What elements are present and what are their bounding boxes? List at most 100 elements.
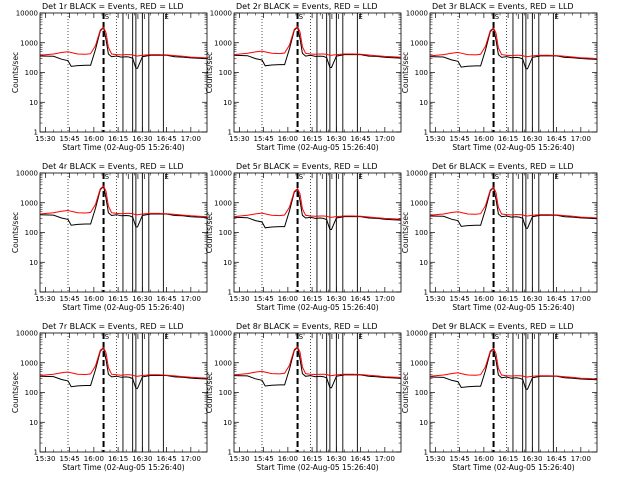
x-tick-label: 16:45: [157, 135, 177, 143]
top-marker-glyph: S: [495, 13, 500, 21]
y-tick-label: 10: [419, 99, 428, 107]
y-tick-label: 10: [419, 419, 428, 427]
detector-panel-7: Det 7r BLACK = Events, RED = LLD 1 10 100 10…: [11, 322, 208, 472]
x-tick-label: 16:00: [278, 455, 298, 463]
x-axis-label: Start Time (02-Aug-05 15:26:40): [62, 303, 184, 312]
top-marker-glyph: E: [358, 173, 362, 181]
y-tick-label: 1: [228, 129, 232, 137]
x-tick-label: 16:45: [547, 295, 567, 303]
plot-frame: [429, 172, 598, 293]
panel-title: Det 8r BLACK = Events, RED = LLD: [236, 322, 378, 331]
x-tick-label: 16:00: [84, 455, 104, 463]
top-marker-glyph: E: [164, 333, 168, 341]
panel-title: Det 3r BLACK = Events, RED = LLD: [432, 2, 574, 11]
y-axis-label: Counts/sec: [401, 372, 410, 413]
x-tick-label: 15:45: [60, 295, 80, 303]
x-tick-label: 15:30: [35, 135, 55, 143]
y-tick-label: 1: [34, 449, 38, 457]
top-marker-glyph: E: [554, 13, 558, 21]
y-tick-label: 10: [29, 259, 38, 267]
top-marker-glyph: S: [495, 173, 500, 181]
x-tick-label: 16:45: [351, 135, 371, 143]
top-marker-glyph: E: [164, 173, 168, 181]
x-axis-label: Start Time (02-Aug-05 15:26:40): [452, 463, 574, 472]
top-marker-glyph: I: [533, 13, 535, 21]
x-tick-label: 16:00: [474, 135, 494, 143]
x-tick-label: 16:00: [84, 295, 104, 303]
x-tick-label: 17:00: [181, 135, 201, 143]
y-tick-label: 100: [415, 389, 428, 397]
x-tick-label: 15:30: [229, 295, 249, 303]
x-tick-label: 15:30: [425, 135, 445, 143]
y-tick-label: 100: [25, 69, 38, 77]
top-marker-glyph: I: [331, 13, 333, 21]
x-tick-label: 16:45: [157, 295, 177, 303]
x-tick-label: 16:30: [326, 295, 346, 303]
y-tick-label: 1000: [214, 199, 232, 207]
panels-grid: Det 1r BLACK = Events, RED = LLD 1 10 100 10…: [11, 2, 598, 472]
y-tick-label: 100: [25, 229, 38, 237]
y-tick-label: 10000: [406, 10, 428, 18]
plot-frame: [39, 12, 208, 133]
lld-series-line: [429, 27, 598, 59]
y-axis-label: Counts/sec: [205, 372, 214, 413]
top-marker-glyph: I: [527, 13, 529, 21]
events-series-line: [429, 186, 598, 229]
x-tick-label: 17:00: [571, 135, 591, 143]
x-tick-label: 16:30: [132, 135, 152, 143]
y-tick-label: 10000: [406, 330, 428, 338]
x-tick-label: 15:30: [35, 295, 55, 303]
top-marker-glyph: E: [164, 13, 168, 21]
x-tick-label: 16:15: [108, 135, 128, 143]
x-tick-label: 16:15: [108, 295, 128, 303]
top-marker-glyph: I: [321, 173, 323, 181]
panel-title: Det 2r BLACK = Events, RED = LLD: [236, 2, 378, 11]
plot-frame: [39, 172, 208, 293]
y-tick-label: 10: [223, 419, 232, 427]
y-tick-label: 1: [228, 449, 232, 457]
panel-title: Det 5r BLACK = Events, RED = LLD: [236, 162, 378, 171]
y-axis-label: Counts/sec: [11, 212, 20, 253]
x-tick-label: 15:45: [450, 295, 470, 303]
top-marker-glyph: I: [517, 333, 519, 341]
events-series-line: [233, 26, 402, 68]
y-tick-label: 10: [29, 419, 38, 427]
top-marker-glyph: I: [533, 333, 535, 341]
x-tick-label: 16:30: [522, 135, 542, 143]
lld-series-line: [233, 187, 402, 220]
x-tick-label: 16:15: [498, 135, 518, 143]
y-tick-label: 1: [424, 449, 428, 457]
x-tick-label: 15:30: [229, 455, 249, 463]
x-tick-label: 17:00: [375, 135, 395, 143]
x-axis-label: Start Time (02-Aug-05 15:26:40): [256, 303, 378, 312]
y-tick-label: 1000: [214, 359, 232, 367]
y-tick-label: 1000: [20, 39, 38, 47]
y-tick-label: 100: [219, 69, 232, 77]
y-tick-label: 100: [219, 229, 232, 237]
x-axis-label: Start Time (02-Aug-05 15:26:40): [256, 143, 378, 152]
y-tick-label: 10000: [210, 170, 232, 178]
x-tick-label: 15:30: [35, 455, 55, 463]
plot-frame: [429, 332, 598, 453]
top-marker-glyph: I: [137, 173, 139, 181]
panel-title: Det 6r BLACK = Events, RED = LLD: [432, 162, 574, 171]
y-axis-label: Counts/sec: [11, 372, 20, 413]
top-marker-glyph: I: [143, 173, 145, 181]
y-tick-label: 1: [424, 129, 428, 137]
y-tick-label: 100: [219, 389, 232, 397]
x-tick-label: 15:45: [60, 135, 80, 143]
x-axis-label: Start Time (02-Aug-05 15:26:40): [62, 143, 184, 152]
y-tick-label: 100: [25, 389, 38, 397]
top-marker-glyph: I: [517, 173, 519, 181]
top-marker-glyph: E: [358, 13, 362, 21]
detector-panel-1: Det 1r BLACK = Events, RED = LLD 1 10 100 10…: [11, 2, 208, 152]
x-tick-label: 16:30: [522, 295, 542, 303]
x-axis-label: Start Time (02-Aug-05 15:26:40): [452, 303, 574, 312]
top-marker-glyph: I: [517, 13, 519, 21]
x-tick-label: 15:45: [254, 455, 274, 463]
plot-frame: [233, 12, 402, 133]
y-axis-label: Counts/sec: [205, 212, 214, 253]
x-tick-label: 15:45: [450, 135, 470, 143]
x-tick-label: 15:45: [254, 135, 274, 143]
